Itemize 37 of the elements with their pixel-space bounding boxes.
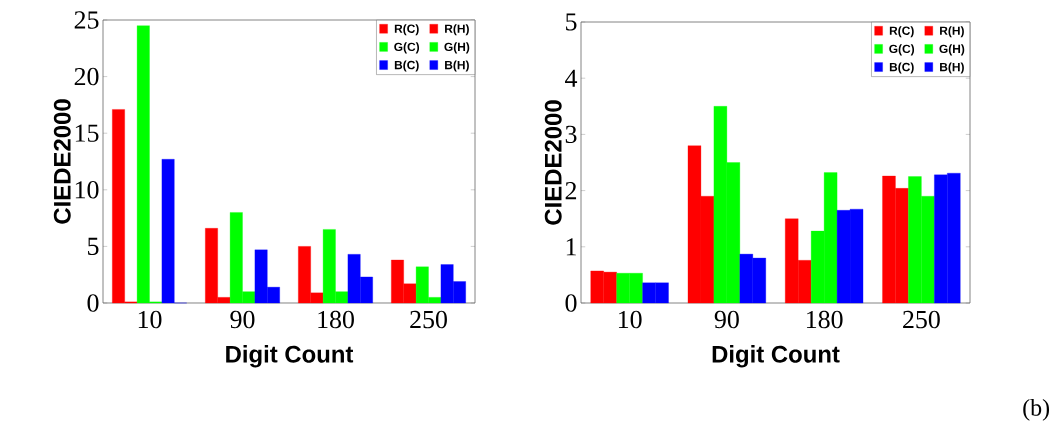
legend-label: R(C) xyxy=(889,26,914,38)
x-tick-label: 90 xyxy=(714,310,739,329)
y-tick-label: 5 xyxy=(88,237,99,255)
y-tick-label: 20 xyxy=(74,67,99,86)
y-tick-label: 2 xyxy=(565,182,577,200)
y-axis-title: CIEDE2000 xyxy=(544,100,562,225)
legend-label: G(H) xyxy=(444,42,470,54)
x-tick-label: 250 xyxy=(410,310,447,329)
x-tick-label: 180 xyxy=(806,310,843,329)
legend-label: G(C) xyxy=(889,44,915,56)
y-tick-label: 3 xyxy=(565,125,577,144)
legend-label: B(C) xyxy=(889,62,914,74)
x-tick-label: 90 xyxy=(230,310,255,329)
y-tick-label: 1 xyxy=(566,238,576,256)
x-tick-label: 10 xyxy=(618,310,642,329)
legend-label: R(H) xyxy=(445,24,469,36)
y-tick-label: 15 xyxy=(75,124,99,142)
legend-label: G(H) xyxy=(939,44,965,56)
y-tick-label: 25 xyxy=(74,11,99,29)
legend-label: R(H) xyxy=(940,26,964,38)
y-tick-label: 0 xyxy=(87,294,99,312)
y-tick-label: 0 xyxy=(565,294,577,312)
legend-label: B(C) xyxy=(394,60,419,72)
x-axis-title: Digit Count xyxy=(226,345,354,368)
x-tick-label: 180 xyxy=(318,310,354,329)
x-tick-label: 10 xyxy=(138,310,162,329)
legend-label: R(C) xyxy=(394,24,419,36)
text: (b) xyxy=(1023,398,1050,421)
y-tick-label: 5 xyxy=(566,13,577,31)
y-tick-label: 4 xyxy=(565,69,578,87)
legend-label: B(H) xyxy=(445,60,469,72)
legend-label: G(C) xyxy=(394,42,420,54)
legend-label: B(H) xyxy=(940,62,964,74)
y-tick-label: 10 xyxy=(75,181,99,199)
y-axis-title: CIEDE2000 xyxy=(53,99,71,224)
x-tick-label: 250 xyxy=(903,310,940,329)
x-axis-title: Digit Count xyxy=(712,345,840,368)
